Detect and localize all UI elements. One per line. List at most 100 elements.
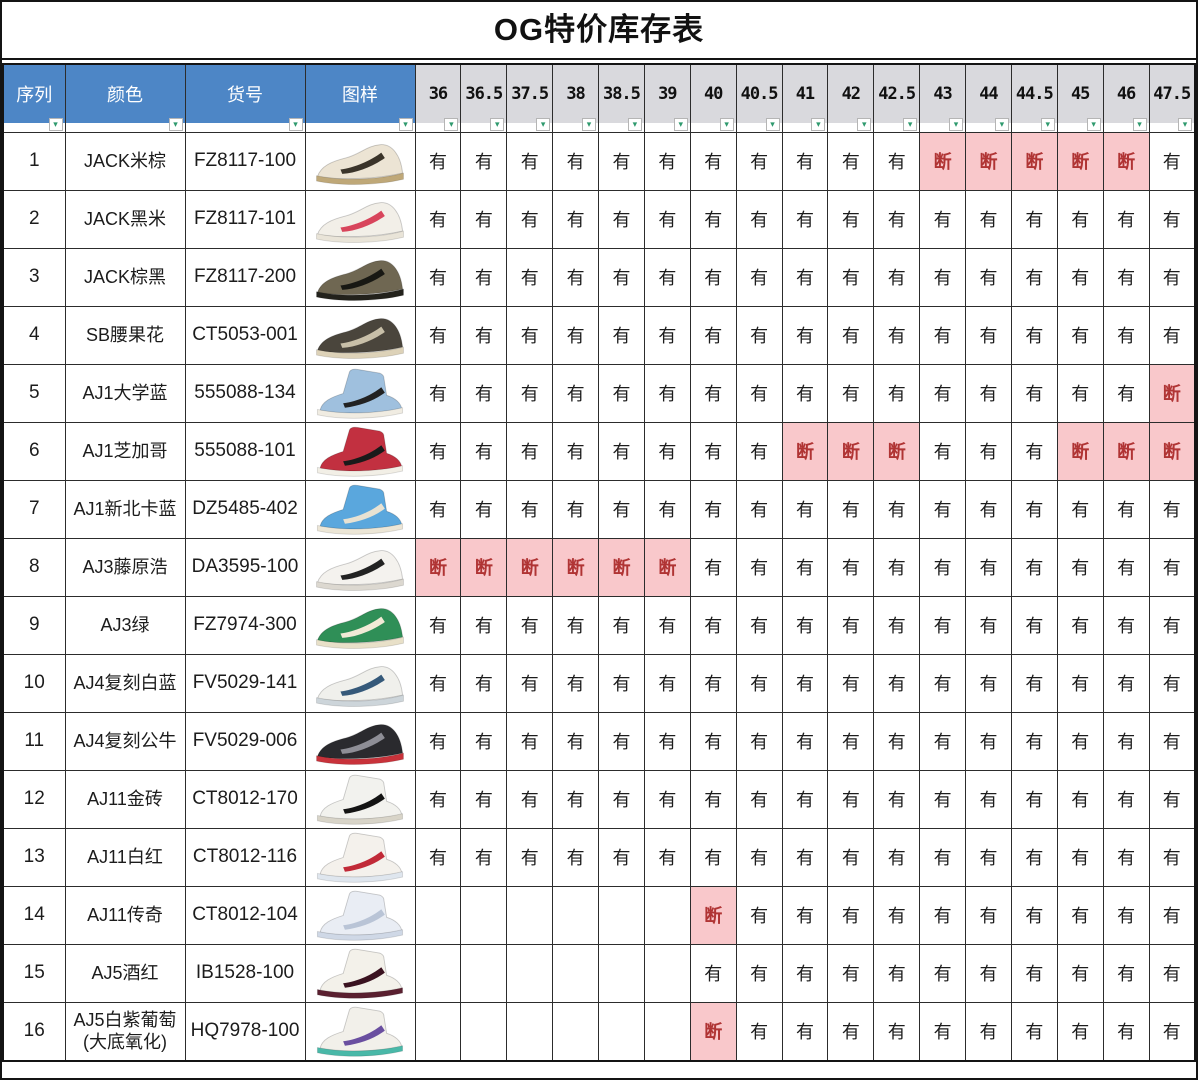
- stock-cell[interactable]: 有: [598, 711, 645, 771]
- stock-cell[interactable]: 有: [689, 247, 737, 307]
- stock-cell[interactable]: 有: [414, 189, 462, 249]
- filter-dropdown-button[interactable]: ▾: [949, 117, 963, 131]
- column-header-size-43[interactable]: 43 ▾: [919, 63, 966, 133]
- stock-cell[interactable]: 有: [1056, 363, 1104, 423]
- stock-cell[interactable]: 有: [1102, 653, 1150, 713]
- stock-cell[interactable]: 有: [1102, 247, 1150, 307]
- stock-cell[interactable]: 有: [781, 479, 829, 539]
- stock-cell[interactable]: 有: [689, 189, 737, 249]
- stock-cell[interactable]: 有: [781, 711, 829, 771]
- filter-dropdown-button[interactable]: ▾: [673, 117, 688, 131]
- stock-cell[interactable]: 有: [1102, 479, 1150, 539]
- seq-cell[interactable]: 11: [2, 711, 66, 771]
- filter-dropdown-button[interactable]: ▾: [168, 117, 183, 131]
- stock-cell[interactable]: 有: [506, 595, 554, 655]
- stock-cell[interactable]: 有: [965, 827, 1012, 887]
- stock-cell[interactable]: 有: [506, 305, 554, 365]
- stock-cell[interactable]: 有: [1102, 305, 1150, 365]
- stock-cell[interactable]: 有: [414, 827, 462, 887]
- code-cell[interactable]: 555088-101: [184, 421, 306, 481]
- stock-cell[interactable]: 有: [781, 769, 829, 829]
- color-cell[interactable]: AJ4复刻公牛: [64, 711, 186, 771]
- stock-cell[interactable]: 有: [1148, 711, 1196, 771]
- code-cell[interactable]: DZ5485-402: [184, 479, 306, 539]
- stock-cell[interactable]: 有: [552, 305, 599, 365]
- shoe-image-cell[interactable]: [304, 363, 416, 423]
- stock-cell[interactable]: 有: [506, 247, 554, 307]
- stock-cell[interactable]: 有: [689, 479, 737, 539]
- stock-cell[interactable]: 有: [689, 537, 737, 597]
- stock-cell[interactable]: 有: [1056, 943, 1104, 1003]
- stock-cell[interactable]: 有: [460, 827, 508, 887]
- stock-cell[interactable]: 有: [965, 479, 1012, 539]
- code-cell[interactable]: FZ8117-100: [184, 131, 306, 191]
- stock-cell[interactable]: 有: [689, 421, 737, 481]
- code-cell[interactable]: DA3595-100: [184, 537, 306, 597]
- stock-cell[interactable]: 有: [1148, 131, 1196, 191]
- stock-cell[interactable]: 有: [781, 885, 829, 945]
- stock-cell[interactable]: 有: [827, 131, 875, 191]
- code-cell[interactable]: CT8012-116: [184, 827, 306, 887]
- stock-cell[interactable]: 有: [598, 653, 645, 713]
- color-cell[interactable]: AJ3藤原浩: [64, 537, 186, 597]
- stock-cell[interactable]: [643, 943, 691, 1003]
- stock-cell[interactable]: 有: [735, 189, 783, 249]
- shoe-image-cell[interactable]: [304, 943, 416, 1003]
- stock-cell[interactable]: 有: [1010, 653, 1058, 713]
- stock-cell[interactable]: [552, 943, 599, 1003]
- seq-cell[interactable]: 4: [2, 305, 66, 365]
- stock-cell[interactable]: 有: [1010, 537, 1058, 597]
- color-cell[interactable]: AJ11金砖: [64, 769, 186, 829]
- color-cell[interactable]: SB腰果花: [64, 305, 186, 365]
- stock-cell[interactable]: 断: [552, 537, 599, 597]
- stock-cell[interactable]: 有: [506, 189, 554, 249]
- stock-cell[interactable]: 有: [781, 305, 829, 365]
- stock-cell[interactable]: 有: [689, 827, 737, 887]
- stock-cell[interactable]: 有: [643, 305, 691, 365]
- stock-cell[interactable]: 有: [965, 189, 1012, 249]
- stock-cell[interactable]: 有: [873, 479, 921, 539]
- shoe-image-cell[interactable]: [304, 1001, 416, 1061]
- stock-cell[interactable]: 有: [598, 305, 645, 365]
- filter-dropdown-button[interactable]: ▾: [627, 117, 642, 131]
- stock-cell[interactable]: 有: [1010, 479, 1058, 539]
- stock-cell[interactable]: 断: [460, 537, 508, 597]
- stock-cell[interactable]: 有: [1102, 189, 1150, 249]
- column-header-size-41[interactable]: 41 ▾: [781, 63, 829, 133]
- stock-cell[interactable]: 有: [643, 189, 691, 249]
- filter-dropdown-button[interactable]: ▾: [288, 117, 303, 131]
- stock-cell[interactable]: 有: [1010, 189, 1058, 249]
- code-cell[interactable]: 555088-134: [184, 363, 306, 423]
- stock-cell[interactable]: 有: [919, 711, 966, 771]
- stock-cell[interactable]: [643, 885, 691, 945]
- stock-cell[interactable]: 有: [919, 537, 966, 597]
- stock-cell[interactable]: 有: [460, 479, 508, 539]
- stock-cell[interactable]: 有: [919, 479, 966, 539]
- filter-dropdown-button[interactable]: ▾: [1086, 117, 1101, 131]
- stock-cell[interactable]: [506, 885, 554, 945]
- stock-cell[interactable]: 有: [919, 189, 966, 249]
- stock-cell[interactable]: 有: [735, 653, 783, 713]
- code-cell[interactable]: FZ7974-300: [184, 595, 306, 655]
- filter-dropdown-button[interactable]: ▾: [444, 117, 459, 131]
- stock-cell[interactable]: 有: [1102, 595, 1150, 655]
- filter-dropdown-button[interactable]: ▾: [857, 117, 872, 131]
- stock-cell[interactable]: 有: [873, 189, 921, 249]
- stock-cell[interactable]: 有: [1010, 769, 1058, 829]
- stock-cell[interactable]: 有: [643, 653, 691, 713]
- stock-cell[interactable]: 有: [781, 827, 829, 887]
- seq-cell[interactable]: 12: [2, 769, 66, 829]
- color-cell[interactable]: JACK棕黑: [64, 247, 186, 307]
- stock-cell[interactable]: 有: [598, 247, 645, 307]
- shoe-image-cell[interactable]: [304, 131, 416, 191]
- stock-cell[interactable]: 有: [873, 827, 921, 887]
- stock-cell[interactable]: [414, 1001, 462, 1061]
- stock-cell[interactable]: 有: [552, 131, 599, 191]
- stock-cell[interactable]: 断: [1148, 421, 1196, 481]
- stock-cell[interactable]: 有: [1056, 479, 1104, 539]
- stock-cell[interactable]: 有: [414, 479, 462, 539]
- stock-cell[interactable]: 有: [460, 711, 508, 771]
- code-cell[interactable]: FZ8117-200: [184, 247, 306, 307]
- stock-cell[interactable]: 有: [643, 595, 691, 655]
- column-header-size-37.5[interactable]: 37.5 ▾: [506, 63, 554, 133]
